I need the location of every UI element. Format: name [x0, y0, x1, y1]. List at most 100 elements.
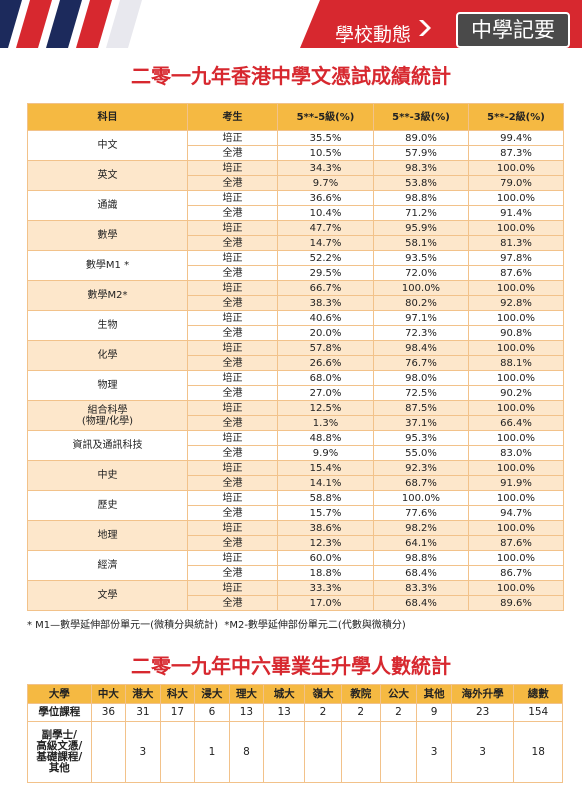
row: 副學士/ 高級文憑/ 基礎課程/ 其他 3 1 8 3 3 18 [27, 721, 563, 783]
value: 100.0% [468, 280, 564, 296]
column-header: 中大 [90, 684, 127, 704]
value: 58.8% [277, 490, 374, 506]
column-header: 教院 [340, 684, 381, 704]
value: 9.9% [277, 445, 374, 461]
value: 98.8% [373, 190, 469, 206]
value: 14.1% [277, 475, 374, 491]
value: 12.5% [277, 400, 374, 416]
value: 98.0% [373, 370, 469, 386]
column-header: 5**-3級(%) [373, 103, 469, 131]
row: 化學 培正 57.8% 98.4% 100.0% [27, 340, 564, 371]
value: 6 [194, 703, 230, 722]
row: 組合科學 (物理/化學) 培正 12.5% 87.5% 100.0% [27, 400, 564, 431]
value: 13 [228, 703, 265, 722]
group: 全港 [187, 535, 278, 551]
subject: 英文 [27, 160, 188, 191]
value: 86.7% [468, 565, 564, 581]
row: 全港 14.7% 58.1% 81.3% [28, 235, 564, 251]
subject: 中史 [27, 460, 188, 491]
value: 10.5% [277, 145, 374, 161]
value: 91.4% [468, 205, 564, 221]
value: 18 [513, 721, 563, 783]
value: 34.3% [277, 160, 374, 176]
header-row: 科目 考生 5**-5級(%) 5**-3級(%) 5**-2級(%) [27, 103, 564, 131]
value: 97.8% [468, 250, 564, 266]
value: 100.0% [468, 160, 564, 176]
value: 47.7% [277, 220, 374, 236]
value: 100.0% [468, 220, 564, 236]
value: 68.4% [373, 595, 469, 611]
column-header: 5**-5級(%) [277, 103, 374, 131]
value: 2 [379, 703, 418, 722]
subject: 物理 [27, 370, 188, 401]
row: 全港 9.9% 55.0% 83.0% [28, 445, 564, 461]
subject: 化學 [27, 340, 188, 371]
value: 9 [416, 703, 452, 722]
value: 3 [450, 721, 515, 783]
row: 全港 29.5% 72.0% 87.6% [28, 265, 564, 281]
column-header: 港大 [125, 684, 161, 704]
value: 36 [90, 703, 127, 722]
value: 64.1% [373, 535, 469, 551]
row: 數學 培正 47.7% 95.9% 100.0% [27, 220, 564, 251]
value: 100.0% [468, 490, 564, 506]
value: 91.9% [468, 475, 564, 491]
group: 培正 [187, 340, 278, 356]
value: 2 [304, 703, 342, 722]
empty-cell [263, 721, 306, 783]
row: 全港 38.3% 80.2% 92.8% [28, 295, 564, 311]
value: 98.8% [373, 550, 469, 566]
empty-cell [90, 721, 127, 783]
value: 71.2% [373, 205, 469, 221]
row: 全港 1.3% 37.1% 66.4% [28, 415, 564, 431]
group: 培正 [187, 280, 278, 296]
value: 1.3% [277, 415, 374, 431]
value: 48.8% [277, 430, 374, 446]
group: 全港 [187, 595, 278, 611]
group: 培正 [187, 370, 278, 386]
value: 93.5% [373, 250, 469, 266]
value: 80.2% [373, 295, 469, 311]
column-header: 大學 [27, 684, 92, 704]
group: 全港 [187, 445, 278, 461]
value: 14.7% [277, 235, 374, 251]
row: 資訊及通訊科技 培正 48.8% 95.3% 100.0% [27, 430, 564, 461]
value: 29.5% [277, 265, 374, 281]
column-header: 嶺大 [304, 684, 342, 704]
value: 68.4% [373, 565, 469, 581]
value: 100.0% [468, 520, 564, 536]
row: 數學M2* 培正 66.7% 100.0% 100.0% [27, 280, 564, 311]
value: 26.6% [277, 355, 374, 371]
value: 76.7% [373, 355, 469, 371]
value: 58.1% [373, 235, 469, 251]
value: 100.0% [468, 340, 564, 356]
group: 全港 [187, 505, 278, 521]
value: 8 [228, 721, 265, 783]
row: 英文 培正 34.3% 98.3% 100.0% [27, 160, 564, 191]
value: 36.6% [277, 190, 374, 206]
value: 100.0% [468, 550, 564, 566]
row: 中文 培正 35.5% 89.0% 99.4% [27, 130, 564, 161]
value: 97.1% [373, 310, 469, 326]
value: 100.0% [468, 430, 564, 446]
group: 培正 [187, 250, 278, 266]
value: 57.9% [373, 145, 469, 161]
value: 37.1% [373, 415, 469, 431]
subject: 通識 [27, 190, 188, 221]
value: 72.3% [373, 325, 469, 341]
row: 學位課程 36 31 17 6 13 13 2 2 2 9 23 154 [27, 703, 563, 722]
value: 92.8% [468, 295, 564, 311]
value: 100.0% [468, 400, 564, 416]
value: 1 [194, 721, 230, 783]
subject: 生物 [27, 310, 188, 341]
row-label: 學位課程 [27, 703, 92, 722]
value: 154 [513, 703, 563, 722]
value: 3 [125, 721, 161, 783]
row-label: 副學士/ 高級文憑/ 基礎課程/ 其他 [27, 721, 92, 783]
value: 68.0% [277, 370, 374, 386]
subject: 中文 [27, 130, 188, 161]
value: 99.4% [468, 130, 564, 146]
column-header: 科大 [159, 684, 196, 704]
value: 92.3% [373, 460, 469, 476]
value: 17.0% [277, 595, 374, 611]
